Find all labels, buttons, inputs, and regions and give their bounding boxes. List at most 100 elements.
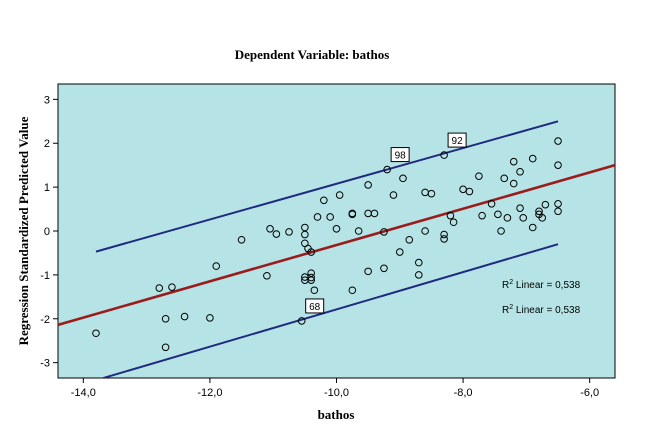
case-label-box — [447, 132, 467, 148]
data-point — [405, 235, 414, 244]
data-point — [475, 172, 483, 180]
data-point — [440, 151, 448, 159]
x-tick-label: -14,0 — [71, 387, 96, 399]
data-point — [427, 189, 436, 198]
data-point — [446, 211, 455, 220]
data-point — [168, 283, 176, 291]
y-tick-label: -2 — [40, 314, 50, 326]
data-point — [155, 284, 164, 292]
case-label-box — [305, 298, 325, 314]
data-point — [297, 317, 306, 325]
data-point — [370, 209, 379, 218]
data-point — [440, 235, 448, 243]
fit-lines-layer — [58, 120, 615, 378]
data-point — [161, 343, 170, 352]
data-point — [487, 199, 496, 208]
data-point — [528, 154, 537, 163]
data-point — [503, 214, 512, 222]
data-point — [206, 314, 214, 322]
y-tick-label: -3 — [40, 358, 50, 370]
y-tick-label: 2 — [44, 138, 50, 150]
case-label: 98 — [395, 151, 407, 162]
x-tick-label: -10,0 — [324, 387, 349, 399]
data-point — [161, 314, 170, 323]
data-point — [180, 312, 189, 321]
data-point — [263, 271, 271, 280]
data-point — [519, 214, 528, 222]
x-axis-label: bathos — [318, 407, 355, 422]
data-point — [528, 223, 537, 232]
data-point — [389, 191, 398, 199]
data-point — [449, 218, 458, 227]
data-point — [266, 225, 274, 233]
data-point — [538, 214, 547, 222]
y-tick-label: 1 — [44, 182, 50, 194]
data-point — [535, 207, 543, 216]
data-point — [320, 196, 328, 205]
plot-area — [57, 83, 616, 379]
data-point — [307, 273, 315, 282]
data-point — [554, 207, 562, 216]
data-point — [383, 165, 391, 174]
data-point — [326, 213, 334, 221]
x-tick-label: -6,0 — [580, 387, 599, 399]
data-point — [554, 199, 562, 208]
data-point — [509, 179, 518, 188]
case-label: 92 — [452, 136, 464, 147]
data-point — [516, 204, 524, 212]
data-point — [364, 181, 372, 189]
points-layer — [92, 137, 562, 352]
x-tick-label: -12,0 — [197, 387, 222, 399]
data-point — [285, 228, 293, 236]
data-point — [348, 286, 357, 295]
y-tick-label: -1 — [40, 270, 50, 282]
ci-lower-line — [99, 243, 559, 378]
data-point — [380, 228, 388, 236]
data-point — [399, 174, 407, 183]
r2-annotation-2: R2 Linear = 0,538 — [502, 304, 581, 316]
case-label: 68 — [309, 302, 321, 313]
data-point — [354, 227, 363, 235]
data-point — [395, 248, 404, 256]
data-point — [301, 230, 309, 239]
data-point — [440, 230, 448, 239]
r2-annotation-1: R2 Linear = 0,538 — [502, 279, 581, 291]
case-label-box — [390, 147, 410, 163]
data-point — [307, 276, 315, 284]
data-point — [500, 174, 509, 183]
data-point — [516, 167, 524, 176]
data-point — [348, 210, 357, 219]
data-point — [554, 161, 562, 169]
data-point — [212, 262, 221, 270]
data-point — [364, 267, 372, 276]
data-point — [237, 235, 246, 244]
data-point — [92, 329, 100, 338]
x-tick-label: -8,0 — [454, 387, 473, 399]
data-point — [414, 258, 423, 267]
data-point — [307, 248, 315, 256]
data-point — [509, 157, 518, 166]
y-tick-label: 3 — [44, 94, 50, 106]
data-point — [478, 211, 486, 220]
data-point — [335, 191, 344, 199]
data-point — [380, 264, 388, 273]
data-point — [313, 213, 322, 221]
fit-line — [58, 163, 615, 327]
data-point — [465, 187, 474, 196]
y-tick-label: 0 — [44, 226, 50, 238]
y-axis-label: Regression Standardized Predicted Value — [16, 116, 31, 345]
ci-upper-line — [95, 120, 559, 253]
data-point — [310, 286, 319, 295]
data-point — [332, 225, 341, 233]
data-point — [554, 137, 562, 145]
data-point — [272, 230, 281, 238]
data-point — [497, 227, 505, 235]
data-point — [494, 210, 502, 219]
data-point — [541, 200, 550, 209]
data-point — [414, 271, 423, 279]
ticks-layer: -14,0 -12,0 -10,0 -8,0 -6,0 -3 -2 -1 0 1 2 3 — [40, 94, 599, 399]
data-point — [421, 227, 429, 235]
chart-title: Dependent Variable: bathos — [235, 47, 390, 62]
point-labels-layer: 98 92 68 — [305, 132, 467, 314]
